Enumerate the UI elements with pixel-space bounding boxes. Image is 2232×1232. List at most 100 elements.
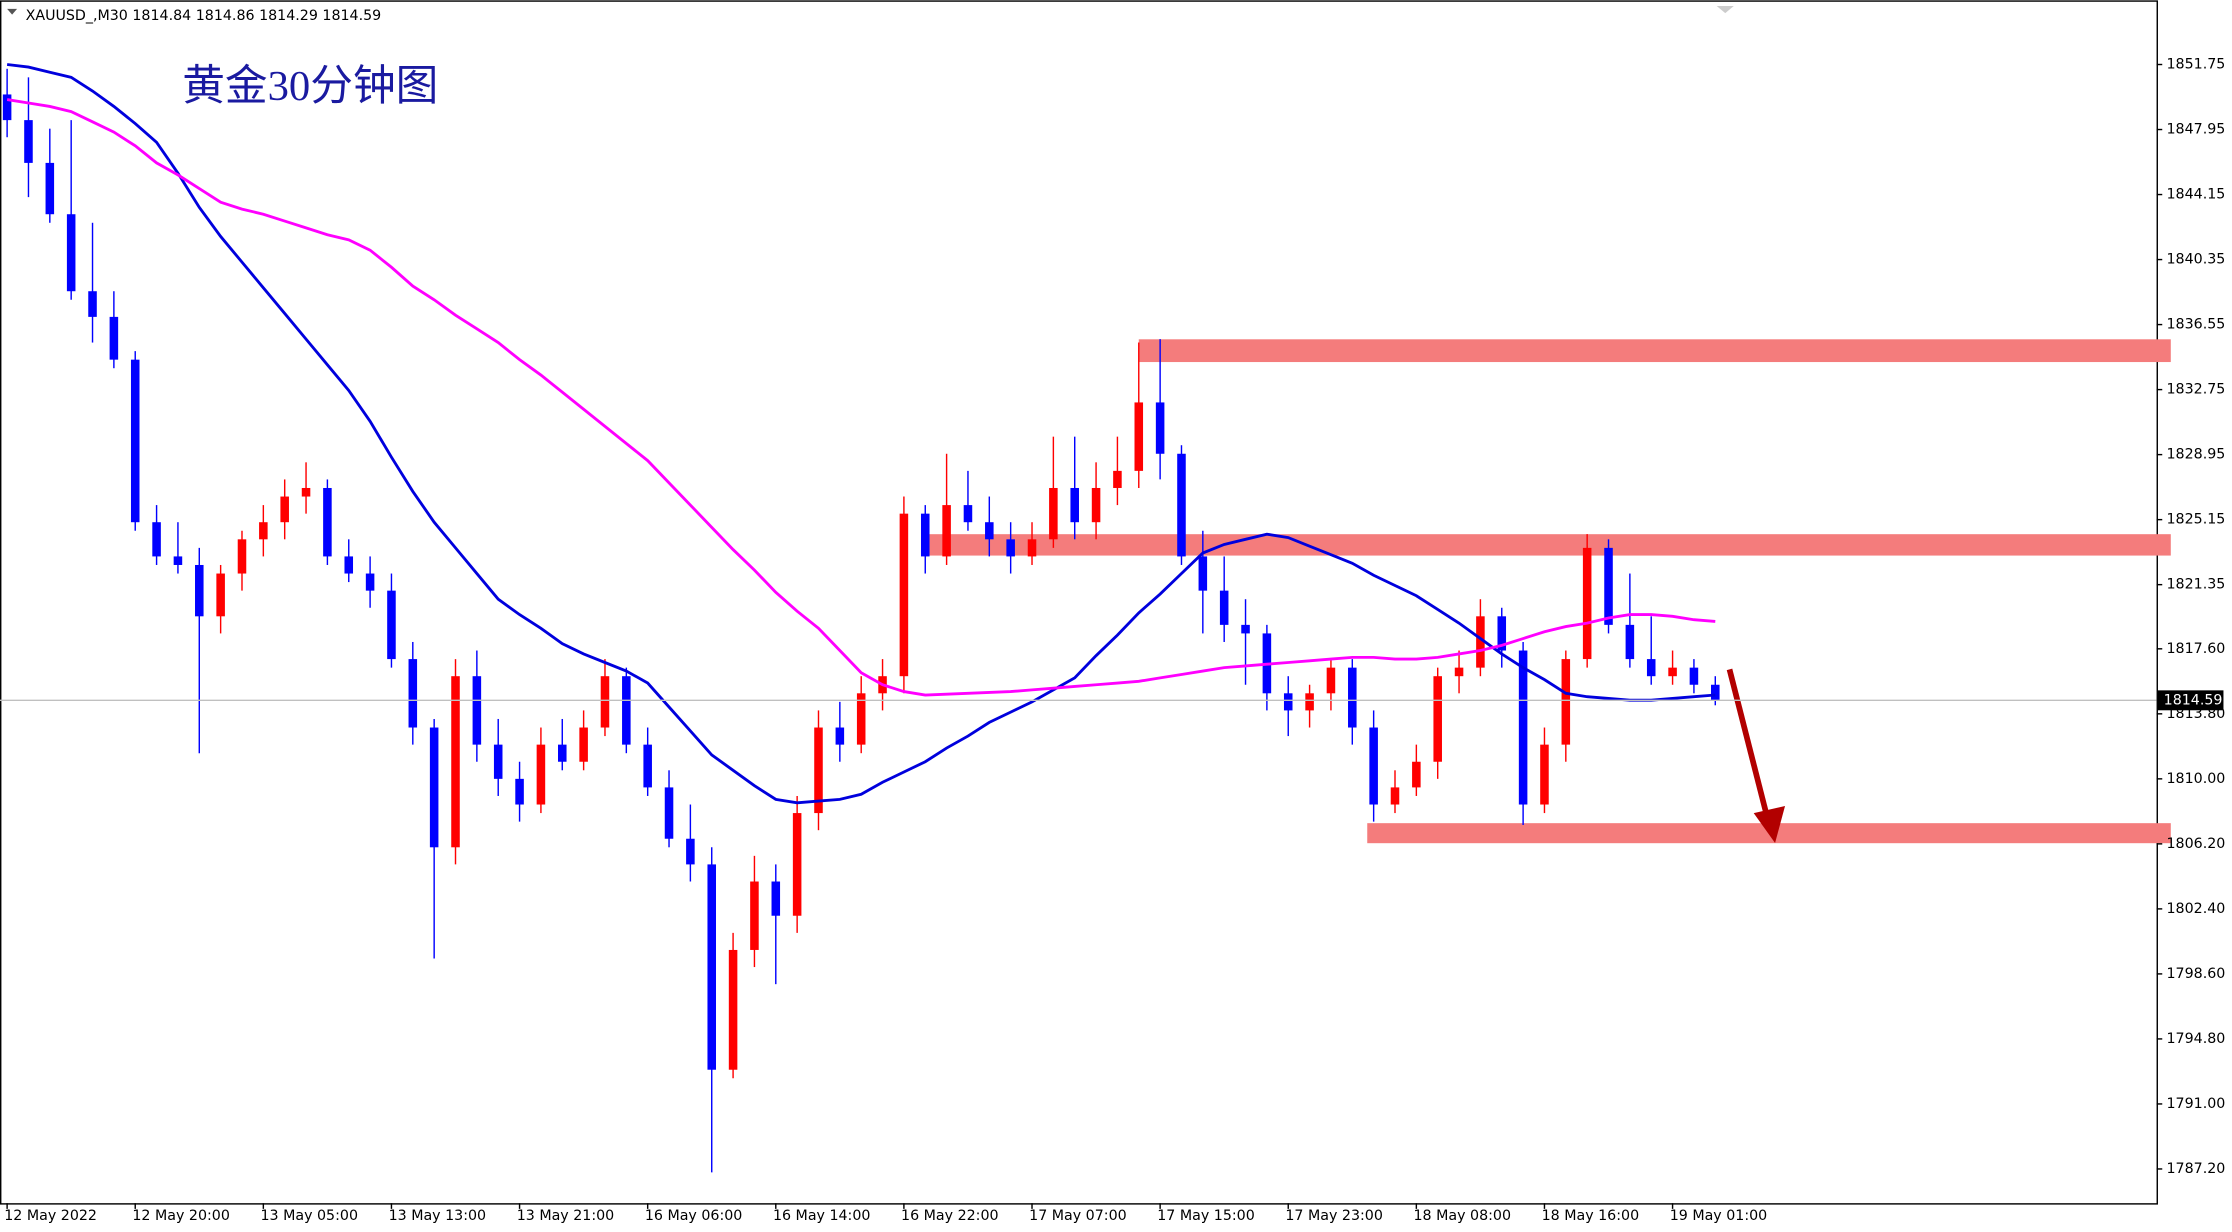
candle-body: [493, 744, 503, 779]
candle-body: [1668, 667, 1677, 677]
candle-body: [216, 573, 225, 617]
candle-body: [1646, 659, 1656, 677]
symbol: XAUUSD_,M30: [26, 8, 128, 24]
y-tick-label: 1787.20: [2167, 1161, 2226, 1177]
candle-body: [45, 162, 55, 215]
candle-body: [1369, 727, 1378, 805]
candle-body: [728, 949, 738, 1070]
candle-body: [365, 573, 375, 591]
candle-body: [109, 316, 119, 360]
candle-body: [1219, 590, 1229, 625]
candle-body: [536, 744, 546, 805]
current-price-box: [2157, 690, 2224, 711]
candle-body: [1049, 487, 1058, 540]
candle-body: [237, 539, 247, 574]
candle-body: [1113, 470, 1122, 488]
moving-average: [6, 63, 1716, 805]
y-tick-label: 1806.20: [2167, 836, 2226, 852]
plot-frame: [0, 0, 2158, 1205]
candle-body: [472, 676, 482, 745]
x-tick-label: 17 May 23:00: [1285, 1208, 1383, 1224]
candle-body: [1134, 402, 1144, 471]
header-icon: [7, 8, 18, 15]
candle-body: [942, 505, 951, 557]
low: 1814.29: [259, 8, 318, 24]
x-tick-label: 16 May 22:00: [901, 1208, 999, 1224]
y-tick-label: 1821.35: [2167, 577, 2226, 593]
candle-body: [344, 556, 354, 574]
candle-body: [1070, 487, 1079, 523]
y-tick-label: 1825.15: [2167, 512, 2226, 528]
candle-body: [323, 487, 332, 557]
x-tick-label: 13 May 21:00: [517, 1208, 615, 1224]
x-tick-label: 13 May 05:00: [260, 1208, 358, 1224]
candle-body: [408, 659, 418, 728]
y-tick-label: 1817.60: [2167, 641, 2226, 657]
candle-body: [1454, 667, 1464, 677]
close: 1814.59: [322, 8, 381, 24]
candle-body: [1241, 624, 1250, 634]
y-tick-label: 1794.80: [2167, 1031, 2226, 1047]
header: XAUUSD_,M30 1814.84 1814.86 1814.29 1814…: [26, 8, 382, 24]
candle-body: [792, 813, 802, 916]
candle-body: [1518, 650, 1528, 805]
y-tick-label: 1840.35: [2167, 252, 2226, 268]
candle-body: [280, 496, 289, 523]
candle-body: [1326, 667, 1336, 694]
candle-body: [920, 513, 930, 557]
forecast-arrow: [1726, 668, 1786, 844]
candle-body: [835, 727, 845, 745]
high: 1814.86: [196, 8, 255, 24]
candle-body: [1283, 693, 1293, 711]
candle-body: [451, 676, 460, 848]
candle-body: [66, 214, 76, 292]
chart-title: 黄金30分钟图: [182, 62, 438, 110]
candle-body: [1625, 624, 1635, 660]
x-tick-label: 17 May 07:00: [1029, 1208, 1127, 1224]
candle-body: [88, 291, 97, 317]
candle-body: [899, 513, 909, 677]
candle-body: [1476, 616, 1485, 668]
candle-body: [1390, 787, 1400, 805]
candle-body: [1540, 744, 1549, 805]
candle-body: [707, 864, 717, 1070]
candle-body: [1348, 667, 1357, 728]
candle-body: [1198, 556, 1208, 591]
moving-average: [6, 98, 1716, 697]
x-tick-label: 18 May 08:00: [1414, 1208, 1512, 1224]
arrow-head: [1753, 806, 1786, 844]
y-tick-label: 1791.00: [2167, 1096, 2226, 1112]
scroll-marker: [1716, 6, 1734, 14]
y-tick-label: 1810.00: [2167, 771, 2226, 787]
zone: [1138, 339, 2171, 363]
candle-body: [152, 522, 161, 557]
candle-body: [1689, 667, 1699, 685]
open: 1814.84: [132, 8, 191, 24]
candle-body: [1177, 453, 1186, 557]
candle-body: [664, 787, 674, 839]
candle-body: [558, 744, 567, 762]
candle-body: [130, 359, 140, 523]
candle-body: [195, 564, 204, 617]
candle-body: [1604, 547, 1613, 625]
candle-body: [1561, 659, 1571, 745]
candle-body: [814, 727, 823, 814]
candle-body: [622, 676, 631, 745]
candle-body: [1006, 539, 1015, 557]
y-tick-label: 1828.95: [2167, 447, 2226, 463]
candle-body: [985, 522, 994, 540]
candle-body: [259, 522, 268, 540]
candle-body: [1091, 487, 1101, 523]
x-tick-label: 12 May 2022: [4, 1208, 97, 1224]
candle-body: [1433, 676, 1442, 762]
candle-body: [856, 693, 866, 745]
y-tick-label: 1802.40: [2167, 901, 2226, 917]
candle-body: [1155, 402, 1165, 454]
y-tick-label: 1836.55: [2167, 317, 2226, 333]
candle-body: [1711, 684, 1720, 701]
x-tick-label: 16 May 14:00: [773, 1208, 871, 1224]
candle-body: [515, 778, 524, 805]
candle-body: [173, 556, 183, 565]
candle-body: [301, 487, 311, 497]
